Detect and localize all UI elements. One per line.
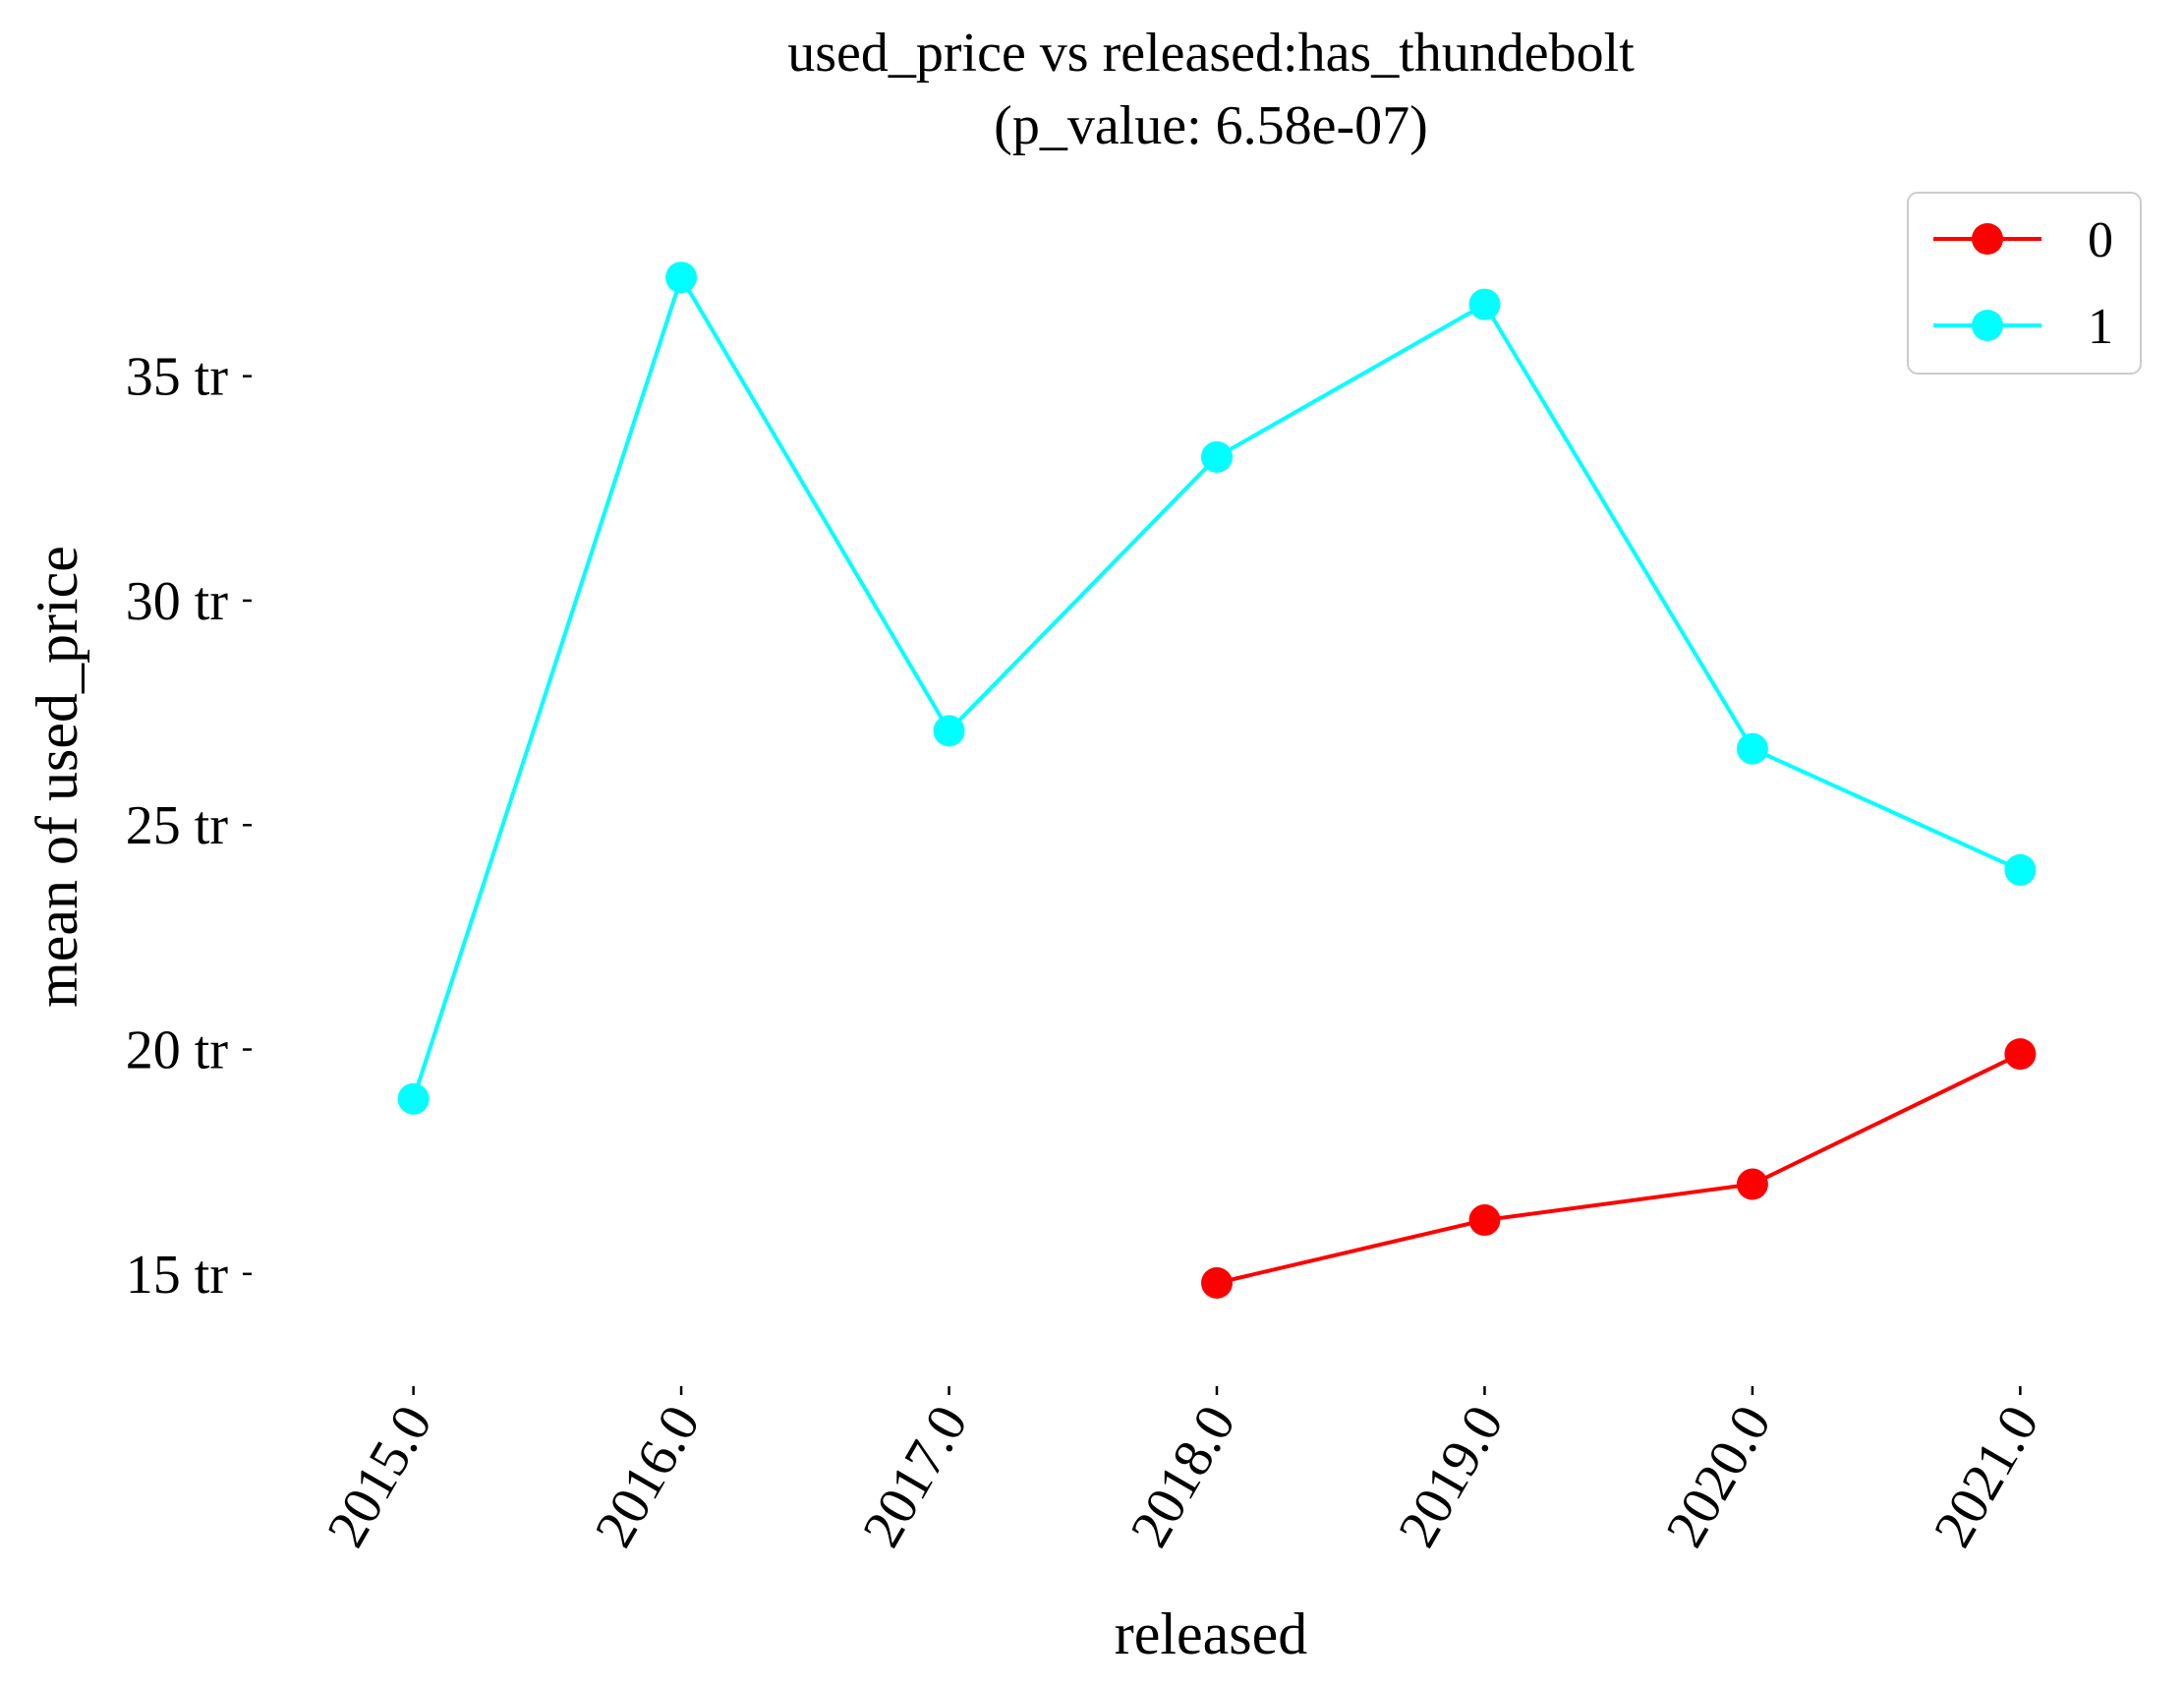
y-axis-label: mean of used_price bbox=[25, 546, 89, 1008]
legend-item-1: 1 bbox=[1933, 299, 2113, 355]
legend-label: 0 bbox=[2088, 212, 2113, 268]
chart-subtitle: (p_value: 6.58e-07) bbox=[994, 95, 1428, 156]
x-axis: 2015.0 2016.0 2017.0 2018.0 2019.0 2020.0 2021… bbox=[316, 1386, 2051, 1557]
x-tick-label: 2021.0 bbox=[1923, 1396, 2051, 1557]
series-0 bbox=[1201, 1038, 2037, 1299]
chart-title: used_price vs released:has_thundebolt bbox=[787, 23, 1635, 84]
x-axis-label: released bbox=[1115, 1601, 1308, 1666]
x-tick-label: 2016.0 bbox=[584, 1396, 713, 1557]
x-tick-label: 2015.0 bbox=[316, 1396, 444, 1557]
x-tick-label: 2018.0 bbox=[1120, 1396, 1248, 1557]
data-point bbox=[665, 262, 698, 294]
legend-swatch-marker bbox=[1972, 310, 2003, 341]
legend-swatch-marker bbox=[1972, 223, 2003, 255]
series-1 bbox=[397, 262, 2037, 1115]
x-tick-label: 2019.0 bbox=[1387, 1396, 1516, 1557]
y-tick-label: 25 tr bbox=[126, 795, 229, 856]
data-point bbox=[1736, 732, 1768, 765]
legend: 01 bbox=[1907, 192, 2142, 375]
data-point bbox=[2004, 853, 2037, 886]
x-tick-label: 2017.0 bbox=[851, 1396, 980, 1557]
y-tick-label: 20 tr bbox=[126, 1020, 229, 1081]
series-layer bbox=[397, 262, 2037, 1299]
y-tick-label: 30 tr bbox=[126, 571, 229, 632]
data-point bbox=[1736, 1168, 1768, 1200]
legend-label: 1 bbox=[2088, 299, 2113, 355]
data-point bbox=[933, 715, 965, 747]
data-point bbox=[1468, 1204, 1501, 1237]
y-tick-label: 15 tr bbox=[126, 1245, 229, 1306]
data-point bbox=[1201, 440, 1233, 473]
y-axis: 15 tr 20 tr 25 tr 30 tr 35 tr bbox=[126, 347, 252, 1306]
data-point bbox=[397, 1082, 430, 1115]
series-line bbox=[411, 275, 2022, 1100]
data-point bbox=[1201, 1266, 1233, 1299]
x-tick-label: 2020.0 bbox=[1654, 1396, 1783, 1557]
legend-item-0: 0 bbox=[1933, 212, 2113, 268]
y-tick-label: 35 tr bbox=[126, 347, 229, 408]
data-point bbox=[2004, 1038, 2037, 1071]
data-point bbox=[1468, 288, 1501, 320]
series-line bbox=[1216, 1052, 2022, 1285]
